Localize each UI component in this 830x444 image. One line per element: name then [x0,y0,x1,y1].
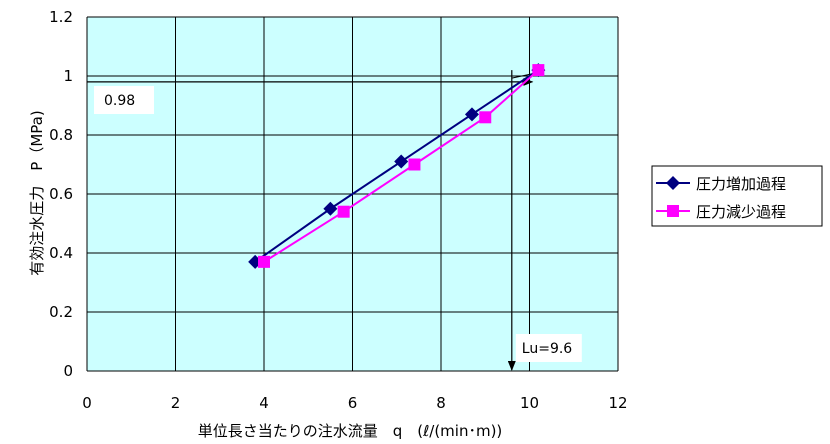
legend-marker-1 [666,176,680,190]
y-axis-title: 有効注水圧力 P（MPa) [28,110,46,275]
y-tick-labels: 0 0.2 0.4 0.6 0.8 1 1.2 [49,8,73,380]
series-2-point [532,64,545,77]
y-tick-label: 1.2 [49,8,73,26]
y-tick-label: 0.6 [49,185,73,203]
annotation-box-p [94,86,154,114]
series-2-point [258,255,270,268]
x-tick-label: 2 [171,394,181,412]
legend-label-1: 圧力増加過程 [696,175,786,193]
series-2-point [408,158,421,171]
legend-marker-2 [667,205,679,217]
y-tick-label: 1 [63,67,73,85]
x-tick-label: 12 [608,394,627,412]
x-tick-label: 4 [259,394,269,412]
x-tick-label: 6 [348,394,358,412]
legend-box [651,165,823,227]
series-layer [248,63,546,269]
x-tick-label: 0 [82,394,92,412]
annotations: 0.98 Lu=9.6 [87,70,582,371]
y-tick-label: 0.4 [49,244,73,262]
series-1-point [323,201,338,216]
x-tick-label: 8 [436,394,446,412]
y-tick-label: 0 [63,362,73,380]
annotation-label-lu: Lu=9.6 [522,341,573,357]
x-axis-title: 単位長さ当たりの注水流量 q (ℓ/(min･m)) [198,422,503,440]
y-tick-label: 0.2 [49,303,73,321]
annotation-box-lu [515,334,582,362]
legend-label-2: 圧力減少過程 [696,203,786,221]
series-1-point [464,107,479,122]
x-tick-labels: 0 2 4 6 8 10 12 [82,394,627,412]
series-2-point [479,111,492,124]
series-2-point [337,205,350,218]
annotation-label-p: 0.98 [104,93,135,109]
y-tick-label: 0.8 [49,126,73,144]
x-tick-label: 10 [520,394,539,412]
series-1-point [394,154,409,169]
